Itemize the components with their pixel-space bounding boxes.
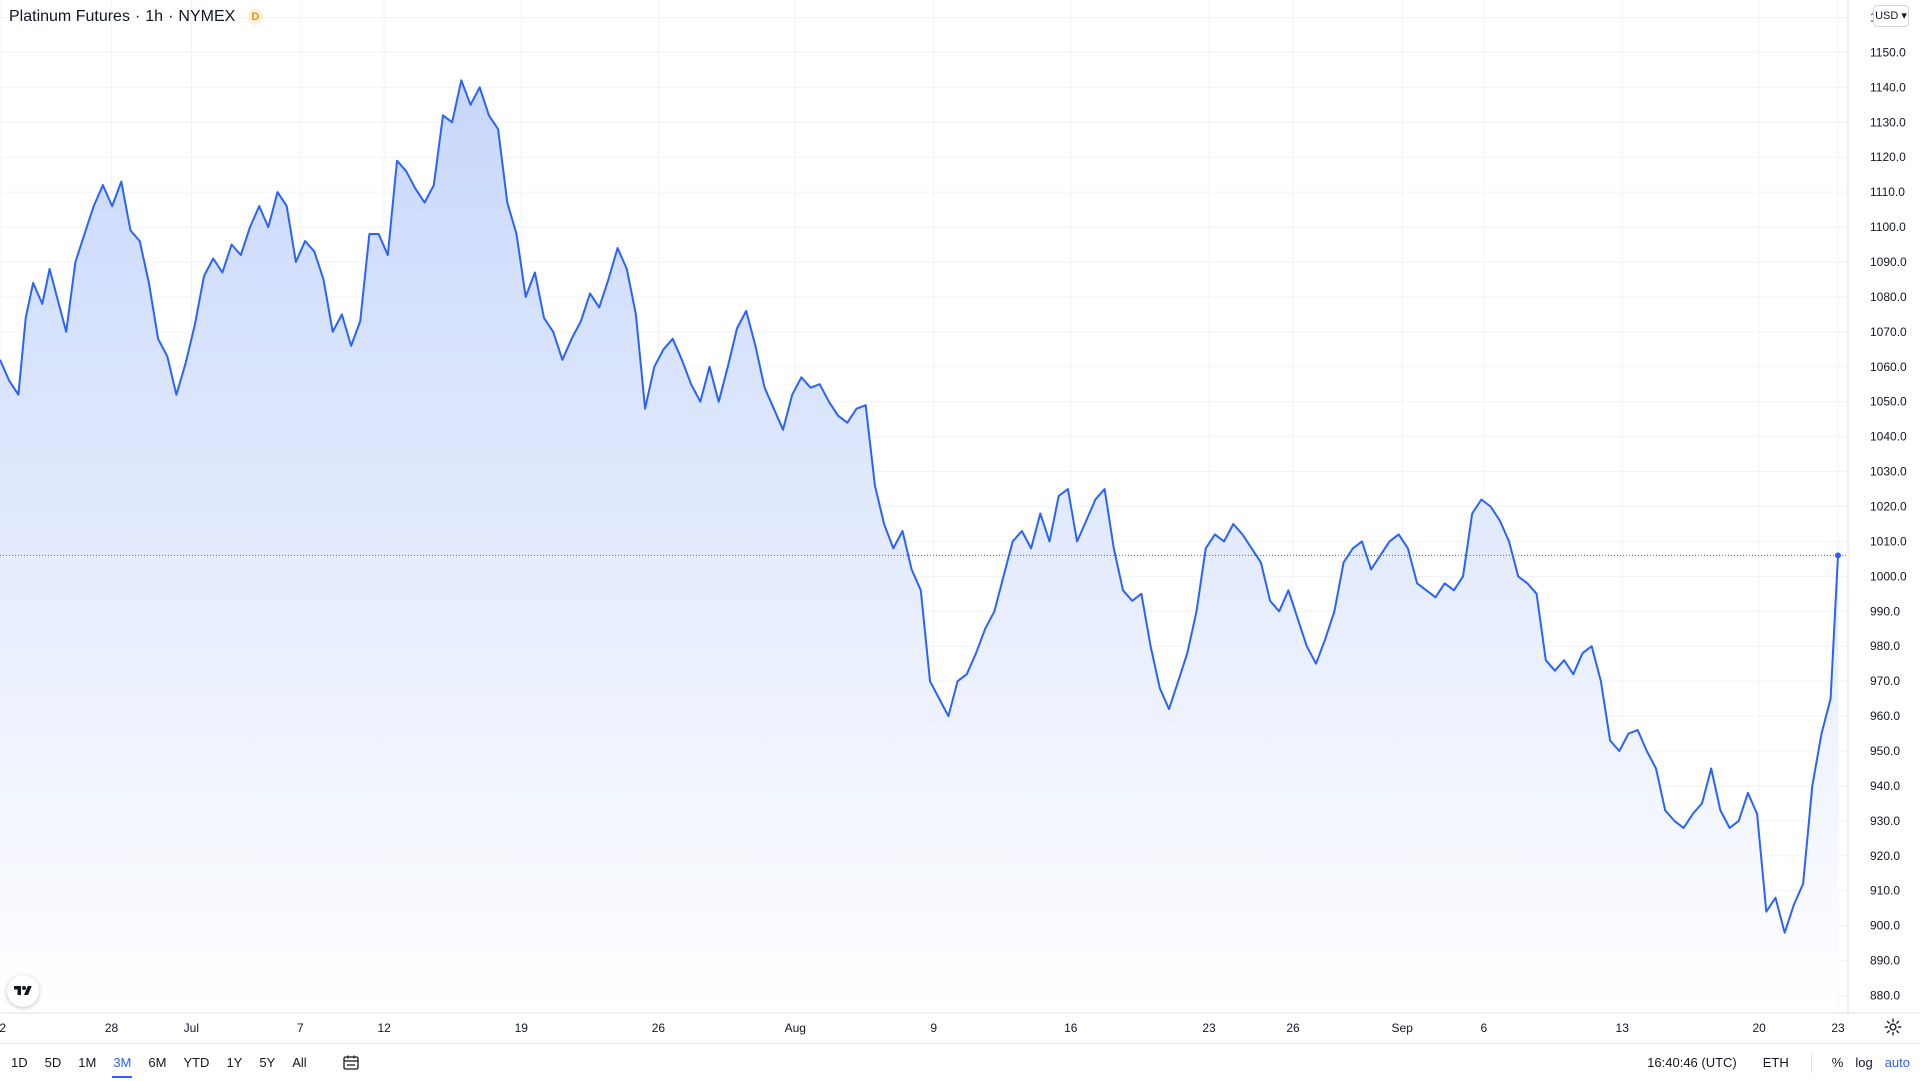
delayed-data-badge[interactable]: D (247, 9, 264, 25)
series-line-layer (0, 79, 1839, 934)
y-tick-label: 1050.0 (1870, 395, 1907, 409)
last-point-marker (1835, 552, 1841, 559)
y-tick-label: 920.0 (1870, 849, 1900, 863)
y-tick-label: 1090.0 (1870, 255, 1907, 269)
x-tick-label: 7 (297, 1021, 304, 1035)
log-scale-button[interactable]: log (1855, 1055, 1873, 1070)
range-button-all[interactable]: All (292, 1055, 307, 1070)
x-tick-label: 22 (0, 1021, 6, 1035)
x-tick-label: Aug (785, 1021, 806, 1035)
x-tick-label: 26 (1286, 1021, 1300, 1035)
range-button-3m[interactable]: 3M (110, 1053, 134, 1078)
session-button[interactable]: ETH (1762, 1055, 1789, 1070)
y-tick-label: 890.0 (1870, 954, 1900, 968)
y-tick-label: 960.0 (1870, 709, 1900, 723)
y-tick-label: 1100.0 (1870, 220, 1906, 234)
range-button-5d[interactable]: 5D (44, 1055, 62, 1070)
x-tick-label: 28 (105, 1021, 119, 1035)
y-tick-label: 910.0 (1870, 884, 1900, 898)
legend-separator: · (134, 8, 141, 25)
y-tick-label: 900.0 (1870, 919, 1900, 933)
auto-scale-button[interactable]: auto (1884, 1055, 1910, 1070)
y-tick-label: 1070.0 (1870, 325, 1907, 339)
interval-label[interactable]: 1h (145, 8, 164, 25)
last-price-line-layer (0, 552, 1848, 559)
y-tick-label: 1010.0 (1870, 534, 1907, 548)
clock-timezone[interactable]: 16:40:46 (UTC) (1647, 1055, 1737, 1070)
symbol-name[interactable]: Platinum Futures (9, 8, 130, 25)
x-tick-label: 13 (1616, 1021, 1630, 1035)
legend-separator: · (168, 8, 174, 25)
time-axis[interactable]: 22 28 Jul 7 12 19 26 Aug 9 16 23 26 Sep 6 13 20 23 (0, 1021, 1845, 1035)
x-tick-label: Jul (184, 1021, 199, 1035)
y-tick-label: 950.0 (1870, 744, 1900, 758)
y-tick-label: 980.0 (1870, 639, 1900, 653)
y-tick-label: 940.0 (1870, 779, 1900, 793)
x-tick-label: 19 (515, 1021, 529, 1035)
y-tick-label: 1140.0 (1870, 80, 1906, 94)
area-fill-layer (0, 80, 1838, 1014)
y-tick-label: 1060.0 (1870, 360, 1907, 374)
x-tick-label: 26 (652, 1021, 666, 1035)
y-tick-label: 970.0 (1870, 674, 1900, 688)
x-tick-label: 23 (1831, 1021, 1845, 1035)
x-tick-label: 20 (1752, 1021, 1766, 1035)
x-tick-label: 9 (930, 1021, 937, 1035)
bottom-toolbar: 1D 5D 1M 3M 6M YTD 1Y 5Y All 16:40:46 (UTC) ETH … (0, 1043, 1920, 1080)
toolbar-divider (1810, 1052, 1812, 1073)
range-button-ytd[interactable]: YTD (183, 1055, 210, 1070)
y-tick-label: 930.0 (1870, 814, 1900, 828)
percent-scale-button[interactable]: % (1831, 1055, 1844, 1070)
range-button-1y[interactable]: 1Y (226, 1055, 243, 1070)
y-tick-label: 1030.0 (1870, 465, 1907, 479)
date-range-icon[interactable] (341, 1053, 361, 1073)
y-tick-label: 1040.0 (1870, 430, 1907, 444)
y-tick-label: 1150.0 (1870, 45, 1906, 59)
range-button-5y[interactable]: 5Y (259, 1055, 276, 1070)
y-tick-label: 1020.0 (1870, 500, 1907, 514)
x-tick-label: 6 (1480, 1021, 1487, 1035)
gear-icon[interactable] (1882, 1016, 1904, 1038)
y-tick-label: 1130.0 (1870, 115, 1906, 129)
y-tick-label: 990.0 (1870, 604, 1900, 618)
x-tick-label: 16 (1064, 1021, 1078, 1035)
y-tick-label: 1000.0 (1870, 569, 1907, 583)
chart-legend[interactable]: Platinum Futures · 1h · NYMEX D (9, 8, 264, 26)
price-chart[interactable]: 880.0 890.0 900.0 910.0 920.0 930.0 940.0 950.0… (0, 0, 1920, 1043)
y-tick-label: 1080.0 (1870, 290, 1907, 304)
date-range-buttons: 1D 5D 1M 3M 6M YTD 1Y 5Y All (8, 1044, 361, 1081)
right-controls: 16:40:46 (UTC) ETH % log auto (1647, 1044, 1910, 1081)
currency-selector[interactable]: USD ▾ (1873, 5, 1909, 27)
y-tick-label: 1110.0 (1870, 185, 1905, 199)
range-button-1d[interactable]: 1D (11, 1055, 28, 1070)
x-tick-label: Sep (1392, 1021, 1414, 1035)
tradingview-logo-icon[interactable] (7, 975, 39, 1007)
range-button-6m[interactable]: 6M (148, 1055, 167, 1070)
series-area (0, 80, 1838, 1014)
series-line[interactable] (0, 79, 1839, 934)
x-tick-label: 12 (377, 1021, 391, 1035)
exchange-label: NYMEX (178, 8, 236, 25)
range-button-1m[interactable]: 1M (78, 1055, 97, 1070)
y-tick-label: 1120.0 (1870, 150, 1906, 164)
price-axis[interactable]: 880.0 890.0 900.0 910.0 920.0 930.0 940.0 950.0… (1870, 10, 1907, 1002)
y-tick-label: 880.0 (1870, 989, 1900, 1003)
x-tick-label: 23 (1202, 1021, 1216, 1035)
